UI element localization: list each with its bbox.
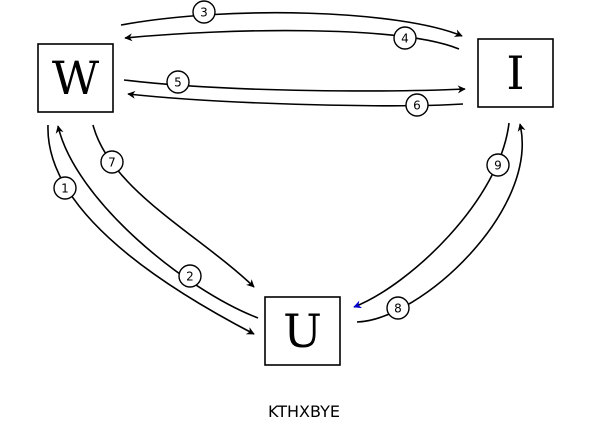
edge-6-label: 6: [413, 99, 421, 113]
node-u-label: U: [283, 304, 322, 358]
edge-5-badge: 5: [166, 70, 190, 94]
node-w: W: [37, 43, 114, 113]
edge-3: [120, 11, 463, 37]
edge-2-badge: 2: [178, 264, 202, 288]
edge-6-badge: 6: [405, 93, 429, 117]
edge-8-label: 8: [394, 302, 402, 316]
edge-4: [124, 29, 460, 50]
edge-4-label: 4: [401, 32, 409, 46]
edge-8-badge: 8: [386, 296, 410, 320]
edge-2: [55, 125, 259, 319]
edge-2-label: 2: [186, 270, 194, 284]
node-i: I: [477, 38, 554, 108]
edge-5-label: 5: [174, 76, 182, 90]
edge-7-badge: 7: [100, 150, 124, 174]
edge-3-badge: 3: [192, 0, 216, 24]
edge-8: [356, 123, 526, 323]
node-i-label: I: [506, 46, 524, 100]
edge-9-label: 9: [494, 159, 502, 173]
edge-1-label: 1: [61, 182, 69, 196]
edge-4-badge: 4: [393, 26, 417, 50]
node-u: U: [264, 296, 341, 366]
edge-7-label: 7: [108, 156, 116, 170]
edge-9: [353, 122, 510, 309]
caption: KTHXBYE: [268, 402, 340, 421]
edge-7: [92, 124, 255, 288]
edge-1-badge: 1: [53, 176, 77, 200]
edge-3-label: 3: [200, 6, 208, 20]
node-w-label: W: [52, 51, 100, 105]
edge-6: [127, 90, 464, 107]
edge-1: [47, 124, 255, 335]
edge-9-badge: 9: [486, 153, 510, 177]
